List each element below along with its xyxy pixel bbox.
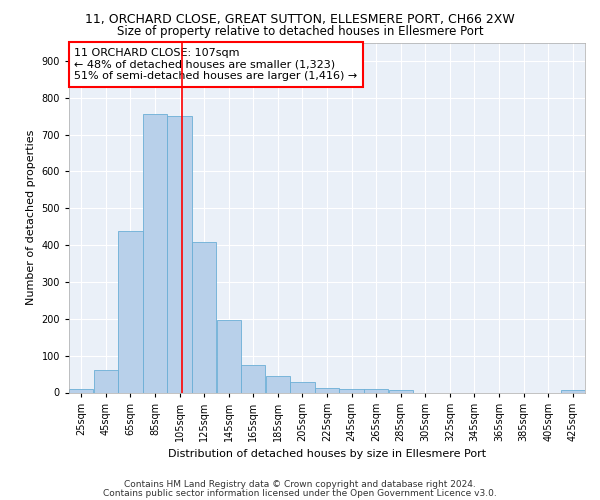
Text: 11, ORCHARD CLOSE, GREAT SUTTON, ELLESMERE PORT, CH66 2XW: 11, ORCHARD CLOSE, GREAT SUTTON, ELLESME…: [85, 12, 515, 26]
Bar: [290, 382, 314, 392]
Bar: [315, 388, 339, 392]
Bar: [69, 389, 94, 392]
Bar: [389, 390, 413, 392]
Bar: [94, 370, 118, 392]
Bar: [340, 389, 364, 392]
Y-axis label: Number of detached properties: Number of detached properties: [26, 130, 36, 305]
Text: Size of property relative to detached houses in Ellesmere Port: Size of property relative to detached ho…: [116, 25, 484, 38]
Bar: [560, 390, 585, 392]
Bar: [118, 231, 143, 392]
Bar: [266, 376, 290, 392]
X-axis label: Distribution of detached houses by size in Ellesmere Port: Distribution of detached houses by size …: [168, 450, 486, 460]
Bar: [241, 364, 265, 392]
Bar: [217, 320, 241, 392]
Text: Contains public sector information licensed under the Open Government Licence v3: Contains public sector information licen…: [103, 488, 497, 498]
Text: Contains HM Land Registry data © Crown copyright and database right 2024.: Contains HM Land Registry data © Crown c…: [124, 480, 476, 489]
Bar: [364, 389, 388, 392]
Text: 11 ORCHARD CLOSE: 107sqm
← 48% of detached houses are smaller (1,323)
51% of sem: 11 ORCHARD CLOSE: 107sqm ← 48% of detach…: [74, 48, 358, 81]
Bar: [192, 242, 217, 392]
Bar: [167, 116, 192, 392]
Bar: [143, 114, 167, 392]
